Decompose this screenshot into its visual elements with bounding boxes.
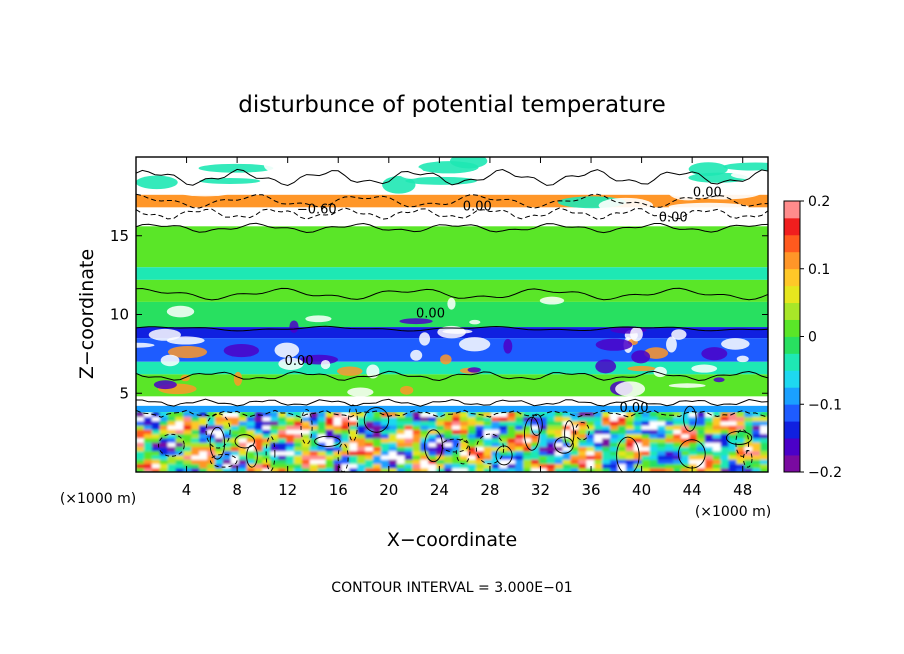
contour-label-3: 0.00 (659, 211, 688, 226)
x-tick-label-48: 48 (733, 481, 752, 499)
field-layer-10 (136, 374, 768, 397)
contour-closed-23 (205, 413, 231, 449)
contour-closed-7 (530, 413, 543, 436)
chart-title: disturbunce of potential temperature (238, 92, 666, 118)
contour-closed-14 (725, 430, 753, 445)
colorbar-label-1: 0.1 (808, 262, 830, 278)
x-tick-label-8: 8 (232, 481, 242, 499)
contour-closed-17 (554, 436, 574, 454)
contour-closed-12 (683, 405, 697, 432)
contour-label-6: 0.00 (620, 401, 649, 416)
colorbar-label-4: −0.2 (808, 465, 842, 481)
colorbar-swatch-11 (784, 268, 800, 287)
contour-closed-25 (455, 438, 471, 465)
contour-closed-8 (475, 433, 505, 465)
colorbar-swatch-0 (784, 455, 800, 473)
x-tick-label-28: 28 (480, 481, 499, 499)
field-layer-9 (136, 361, 768, 375)
x-axis-ticks: 4 8 12 16 20 24 28 32 36 40 44 48 (182, 157, 752, 499)
z-axis-label: Z−coordinate (76, 249, 98, 379)
contour-closed-26 (265, 435, 276, 472)
contour-closed-18 (347, 404, 358, 442)
x-tick-label-16: 16 (329, 481, 348, 499)
field-layer-11 (136, 396, 768, 406)
contour-label-1: 0.00 (463, 200, 492, 215)
colorbar-swatch-13 (784, 234, 800, 253)
x-tick-label-32: 32 (531, 481, 550, 499)
contour-lines (136, 168, 768, 472)
colorbar-swatch-2 (784, 421, 800, 439)
colorbar-swatch-6 (784, 353, 800, 371)
colorbar-label-2: 0 (808, 330, 817, 346)
contour-line-7 (136, 398, 768, 407)
z-tick-label-5: 5 (119, 384, 129, 402)
field-layer-4 (136, 267, 768, 280)
contour-closed-3 (209, 426, 226, 460)
contour-line-4 (136, 287, 768, 301)
contour-closed-20 (574, 422, 590, 441)
contour-closed-27 (246, 444, 258, 468)
x-tick-label-44: 44 (683, 481, 702, 499)
contour-closed-11 (363, 407, 390, 433)
contour-label-4: 0.00 (416, 307, 445, 322)
colorbar-swatch-3 (784, 404, 800, 422)
colorbar: 0.2 0.1 0 −0.1 −0.2 (783, 194, 842, 481)
contour-closed-22 (234, 434, 255, 449)
contour-closed-16 (564, 420, 575, 448)
contour-line-1 (136, 193, 768, 209)
field-layer-5 (136, 279, 768, 302)
field-layer-12 (136, 405, 768, 413)
x-unit-label-left: (×1000 m) (60, 491, 136, 507)
contour-closed-1 (735, 429, 750, 457)
x-tick-label-12: 12 (278, 481, 297, 499)
contour-line-6 (136, 370, 768, 382)
contour-line-3 (136, 222, 768, 234)
contour-interval-note: CONTOUR INTERVAL = 3.000E−01 (331, 580, 572, 596)
contour-closed-9 (441, 438, 469, 453)
contour-closed-13 (158, 433, 185, 457)
contour-closed-5 (209, 453, 238, 468)
colorbar-label-0: 0.2 (808, 194, 830, 210)
contour-closed-15 (314, 435, 341, 447)
contour-line-8 (136, 409, 768, 418)
colorbar-swatch-8 (784, 319, 800, 337)
x-tick-label-20: 20 (379, 481, 398, 499)
x-tick-label-40: 40 (632, 481, 651, 499)
contour-label-2: 0.00 (693, 185, 722, 200)
contour-closed-10 (424, 429, 443, 463)
field-layer-3 (136, 226, 768, 268)
x-tick-label-36: 36 (581, 481, 600, 499)
x-axis-label: X−coordinate (387, 529, 517, 551)
colorbar-swatch-10 (784, 285, 800, 304)
colorbar-swatch-9 (784, 302, 800, 320)
z-tick-label-15: 15 (110, 227, 129, 245)
contour-closed-24 (616, 436, 640, 472)
colorbar-swatch-14 (784, 217, 800, 236)
colorbar-swatch-12 (784, 251, 800, 270)
colorbar-swatch-15 (784, 201, 800, 219)
x-tick-label-24: 24 (430, 481, 449, 499)
colorbar-swatch-7 (784, 336, 800, 354)
colorbar-swatch-1 (784, 438, 800, 456)
contour-label-5: 0.00 (285, 354, 314, 369)
colorbar-label-3: −0.1 (808, 397, 842, 413)
contour-closed-21 (495, 445, 513, 466)
contour-line-0 (136, 168, 768, 187)
colorbar-swatch-4 (784, 387, 800, 405)
contour-labels: −0.60 0.00 0.00 0.00 0.00 0.00 0.00 (285, 185, 722, 416)
z-axis-ticks: 5 10 15 (110, 227, 768, 402)
contour-label-0: −0.60 (297, 203, 337, 218)
colorbar-swatch-5 (784, 370, 800, 388)
contour-line-2 (136, 207, 768, 220)
contour-line-5 (136, 325, 768, 332)
z-tick-label-10: 10 (110, 306, 129, 324)
x-tick-label-4: 4 (182, 481, 192, 499)
contour-closed-6 (300, 409, 313, 445)
x-unit-label-right: (×1000 m) (695, 504, 771, 520)
